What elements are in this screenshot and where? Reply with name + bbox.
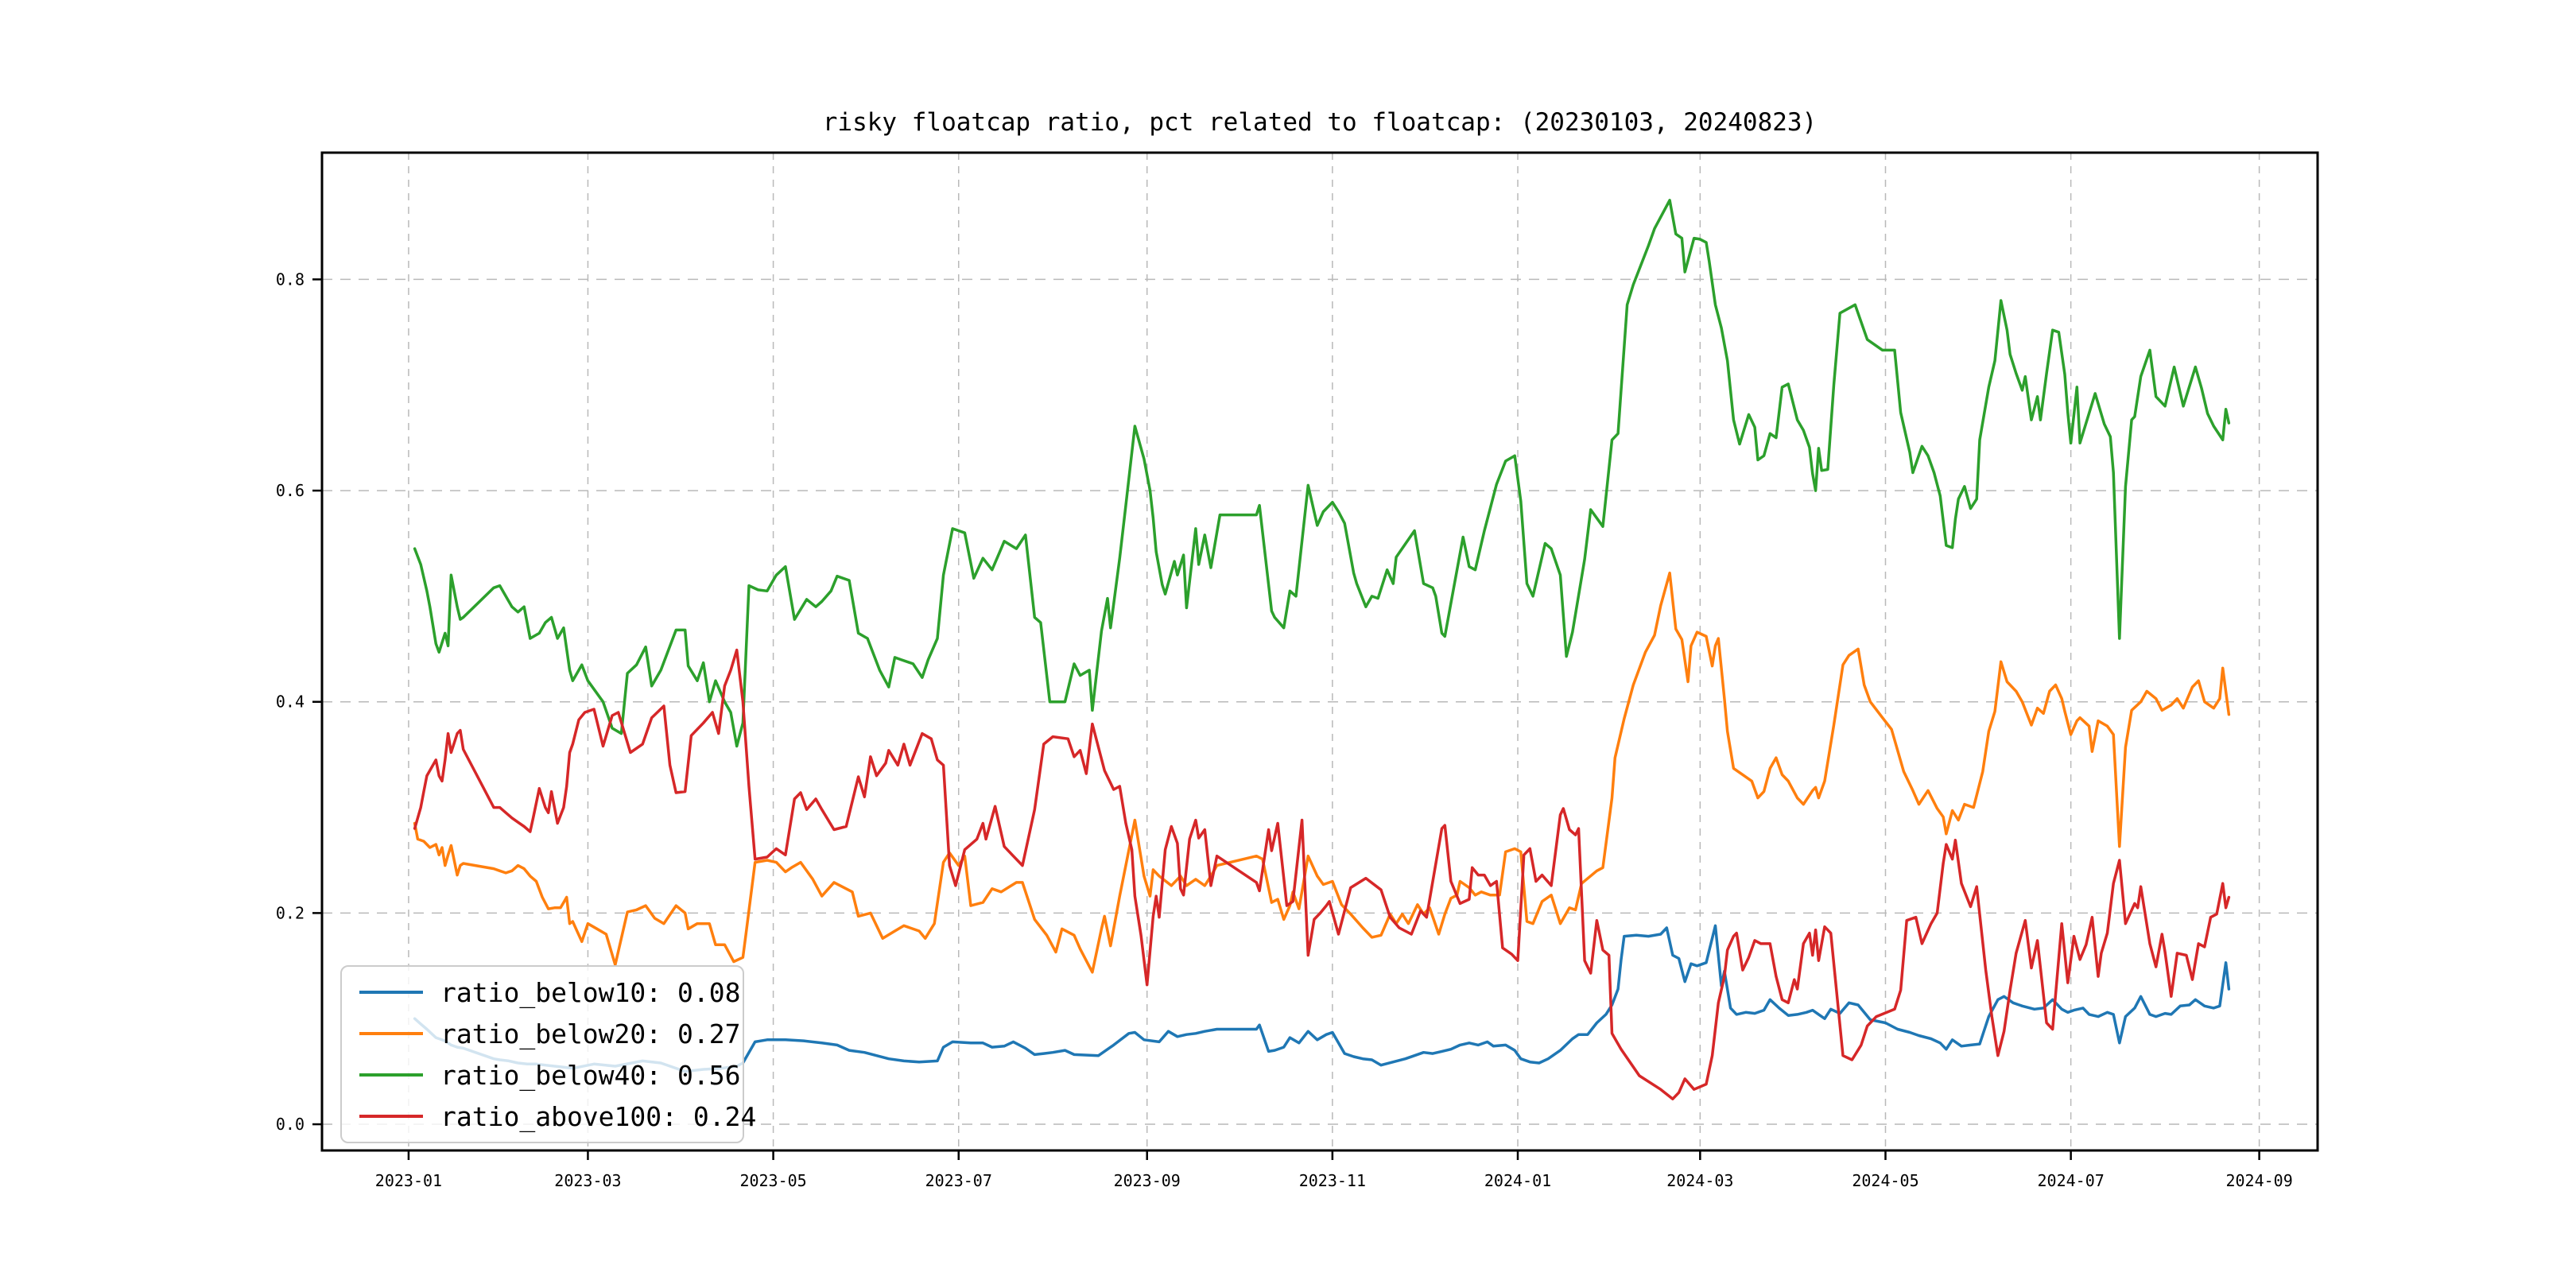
legend-item-ratio-below10: ratio_below10: 0.08 — [359, 977, 743, 1008]
series-ratio_below10 — [413, 924, 2231, 1073]
legend-line-swatch — [359, 1115, 423, 1118]
y-tick-label: 0.4 — [276, 692, 305, 712]
axes-spines — [320, 151, 2319, 1152]
legend: ratio_below10: 0.08 ratio_below20: 0.27 … — [340, 965, 756, 1143]
x-tick-label: 2024-07 — [2037, 1171, 2104, 1190]
x-tick-label: 2023-03 — [554, 1171, 621, 1190]
legend-line-swatch — [359, 1073, 423, 1077]
x-tick-label: 2023-11 — [1299, 1171, 1366, 1190]
legend-item-label: ratio_above100: 0.24 — [440, 1100, 757, 1132]
x-tick-label: 2024-01 — [1484, 1171, 1551, 1190]
y-tick-label: 0.8 — [276, 270, 305, 289]
x-tick-label: 2024-09 — [2225, 1171, 2292, 1190]
y-tick-label: 0.2 — [276, 903, 305, 922]
x-tick-label: 2024-03 — [1666, 1171, 1733, 1190]
legend-item-ratio-below20: ratio_below20: 0.27 — [359, 1018, 743, 1049]
legend-line-swatch — [359, 991, 423, 994]
legend-item-label: ratio_below10: 0.08 — [440, 976, 741, 1008]
y-tick-label: 0.6 — [276, 481, 305, 500]
chart-title: risky floatcap ratio, pct related to flo… — [822, 108, 1818, 137]
legend-item-label: ratio_below20: 0.27 — [440, 1018, 741, 1049]
x-tick-label: 2023-07 — [925, 1171, 992, 1190]
series-ratio_above100 — [413, 648, 2231, 1100]
legend-item-ratio-above100: ratio_above100: 0.24 — [359, 1101, 756, 1132]
x-tick-label: 2023-09 — [1114, 1171, 1181, 1190]
series-ratio_below20 — [413, 571, 2231, 974]
x-tick-label: 2023-05 — [739, 1171, 806, 1190]
legend-item-ratio-below40: ratio_below40: 0.56 — [359, 1060, 743, 1091]
legend-item-label: ratio_below40: 0.56 — [440, 1059, 741, 1091]
series-ratio_below40 — [413, 199, 2231, 748]
x-tick-label: 2023-01 — [375, 1171, 442, 1190]
legend-line-swatch — [359, 1032, 423, 1035]
y-tick-label: 0.0 — [276, 1115, 305, 1134]
x-tick-label: 2024-05 — [1852, 1171, 1918, 1190]
